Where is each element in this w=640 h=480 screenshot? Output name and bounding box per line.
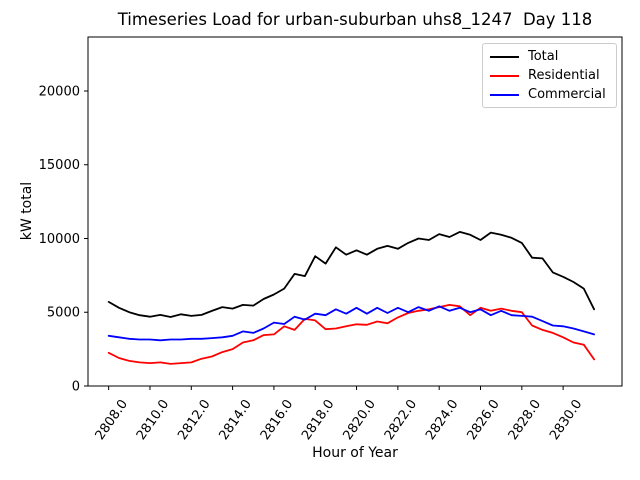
- legend-label-residential: Residential: [528, 68, 600, 83]
- y-axis-label: kW total: [19, 181, 35, 241]
- x-tick-label: 2824.0: [423, 397, 461, 443]
- x-tick-label: 2810.0: [134, 397, 172, 443]
- x-tick-label: 2822.0: [382, 397, 420, 443]
- x-tick-label: 2818.0: [299, 397, 337, 443]
- legend-label-total: Total: [528, 49, 559, 64]
- x-tick-label: 2816.0: [258, 397, 296, 443]
- x-axis-label: Hour of Year: [312, 445, 398, 461]
- legend-line-sample-total: [490, 55, 519, 58]
- x-tick-label: 2820.0: [340, 397, 378, 443]
- series-line-commercial: [107, 305, 595, 342]
- y-tick-label: 0: [72, 380, 80, 395]
- x-tick-label: 2812.0: [175, 397, 213, 443]
- series-line-total: [107, 230, 595, 318]
- legend-line-sample-residential: [490, 74, 519, 77]
- x-tick-label: 2826.0: [464, 397, 502, 443]
- x-tick-label: 2828.0: [506, 397, 544, 443]
- y-tick-label: 20000: [39, 84, 80, 99]
- legend-item-total: Total: [490, 50, 609, 63]
- legend-label-commercial: Commercial: [528, 87, 606, 102]
- legend-item-residential: Residential: [490, 69, 609, 82]
- y-tick-label: 15000: [39, 158, 80, 173]
- x-tick-label: 2814.0: [217, 397, 255, 443]
- x-tick-label: 2808.0: [93, 397, 131, 443]
- x-tick-label: 2830.0: [547, 397, 585, 443]
- legend: Total Residential Commercial: [482, 43, 617, 108]
- y-tick-label: 5000: [47, 306, 80, 321]
- series-line-residential: [107, 303, 595, 365]
- chart-title: Timeseries Load for urban-suburban uhs8_…: [117, 10, 593, 29]
- y-tick-label: 10000: [39, 232, 80, 247]
- legend-line-sample-commercial: [490, 93, 519, 96]
- legend-item-commercial: Commercial: [490, 88, 609, 101]
- axes-spines: [87, 36, 623, 387]
